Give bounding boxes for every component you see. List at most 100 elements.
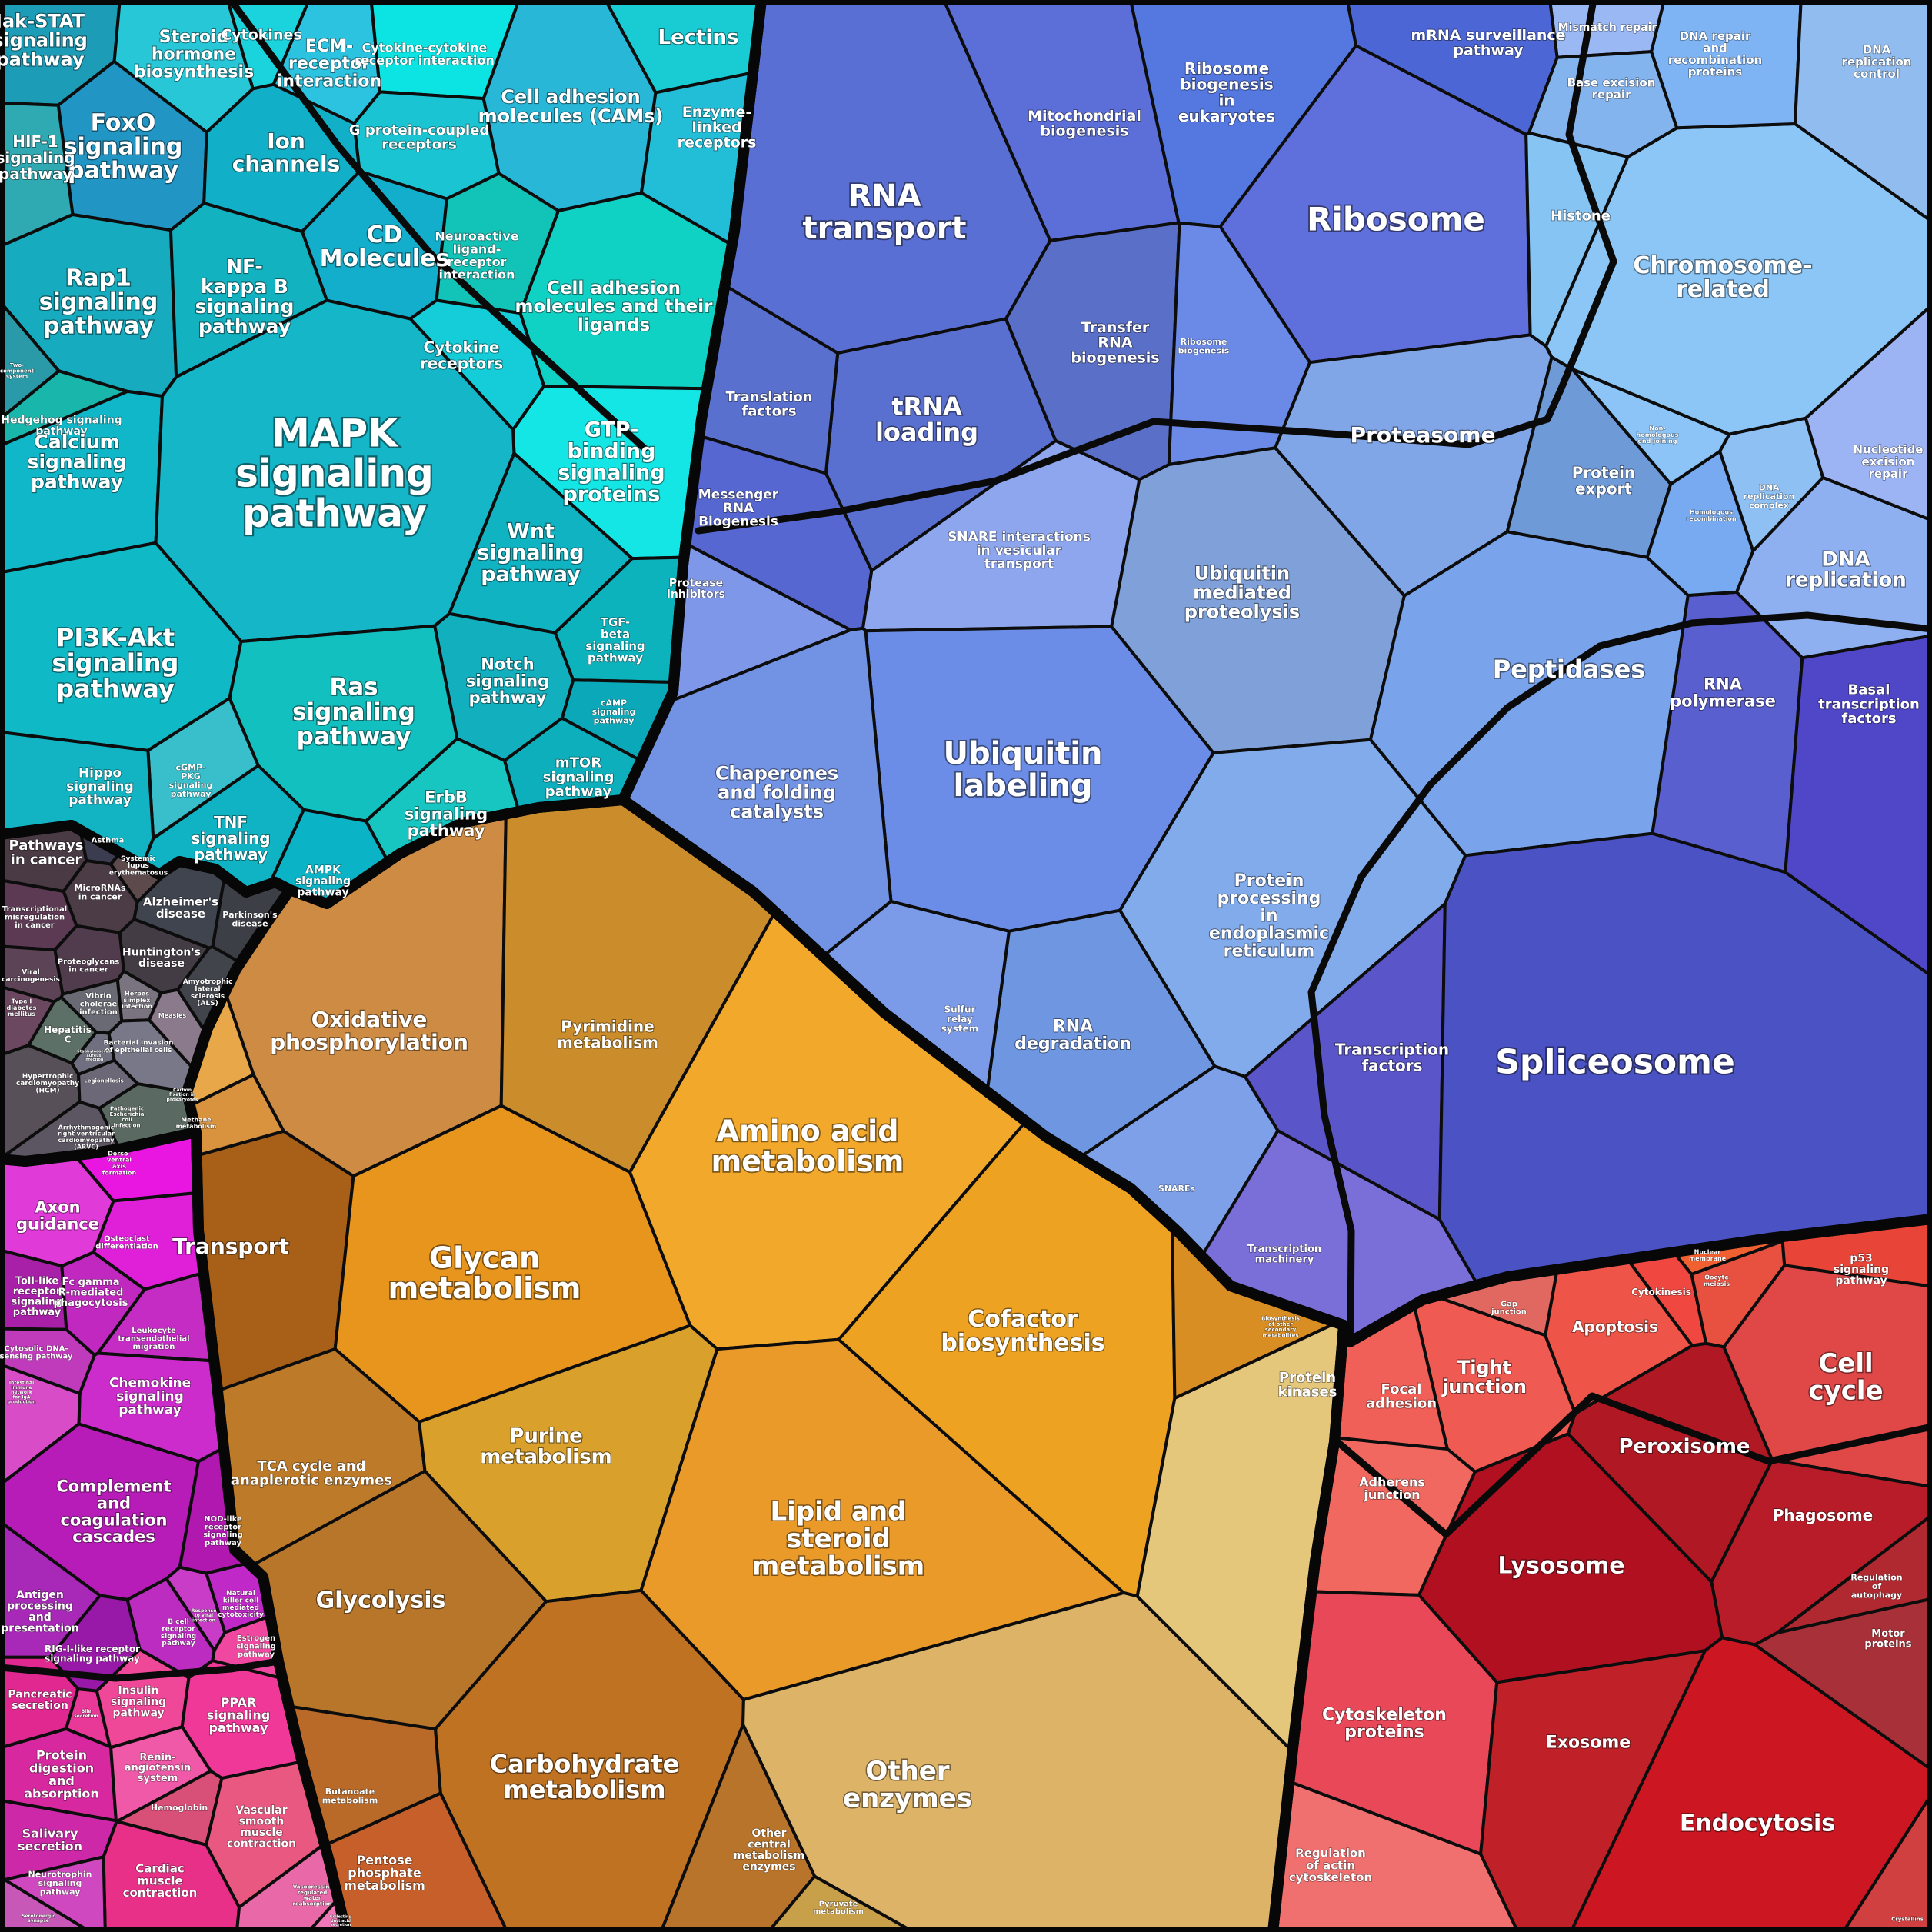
label-tnf: TNF signaling pathway bbox=[191, 813, 270, 864]
label-neurotrophin-signaling: Neurotrophin signaling pathway bbox=[28, 1869, 92, 1897]
label-chromosome-related: Chromosome-related bbox=[1633, 252, 1812, 303]
label-lipid-steroid-metabolism: Lipid and steroid metabolism bbox=[752, 1497, 924, 1582]
label-neuroactive-ligand-receptor: Neuroactive ligand-receptor interaction bbox=[435, 229, 518, 282]
cell-dna-repair-recombination[interactable] bbox=[1650, 0, 1803, 130]
label-pyrimidine-metabolism: Pyrimidine metabolism bbox=[557, 1018, 658, 1052]
label-oxidative-phosphorylation: Oxidative phosphorylation bbox=[270, 1007, 468, 1054]
label-protein-export: Protein export bbox=[1572, 464, 1635, 498]
cell-crystallins[interactable] bbox=[1841, 1791, 1932, 1932]
label-glycolysis: Glycolysis bbox=[316, 1587, 446, 1614]
label-cell-cycle: Cell cycle bbox=[1808, 1348, 1883, 1406]
label-ubiquitin-labeling: Ubiquitin labeling bbox=[944, 736, 1103, 804]
label-steroid-hormone-biosynthesis: Steroid hormone biosynthesis bbox=[134, 28, 254, 82]
spliceosome-group-divider bbox=[1307, 611, 1932, 1344]
label-other-central-metabolism: Other central metabolism enzymes bbox=[734, 1827, 804, 1874]
label-translation-factors: Translation factors bbox=[725, 389, 812, 420]
label-focal-adhesion: Focal adhesion bbox=[1366, 1381, 1437, 1412]
cell-motor-proteins[interactable] bbox=[1753, 1597, 1932, 1772]
label-purine-metabolism: Purine metabolism bbox=[480, 1425, 612, 1469]
label-pathways-in-cancer: Pathways in cancer bbox=[9, 838, 84, 868]
label-ras: Ras signaling pathway bbox=[292, 674, 415, 751]
label-tgf-beta: TGF-beta signaling pathway bbox=[585, 615, 645, 665]
label-toll-like-receptor: Toll-like receptor signaling pathway bbox=[12, 1275, 63, 1318]
label-ribosome: Ribosome bbox=[1307, 201, 1485, 238]
label-gap-junction: Gap junction bbox=[1491, 1300, 1527, 1316]
label-staphylococcus-aureus: Staphylococcus aureus infection bbox=[77, 1050, 111, 1062]
cell-serotonergic-synapse[interactable] bbox=[0, 1877, 92, 1932]
label-chemokine-signaling: Chemokine signaling pathway bbox=[109, 1375, 191, 1417]
label-transcription-machinery: Transcription machinery bbox=[1247, 1244, 1321, 1266]
label-nod-like-receptor: NOD-like receptor signaling pathway bbox=[203, 1515, 243, 1547]
cell-dna-replication-control[interactable] bbox=[1794, 0, 1932, 224]
label-cytokine-cytokine-receptor: Cytokine-cytokine receptor interaction bbox=[355, 40, 495, 68]
label-legionellosis: Legionellosis bbox=[84, 1078, 124, 1084]
label-ubiquitin-mediated-proteolysis: Ubiquitin mediated proteolysis bbox=[1184, 562, 1300, 622]
label-dna-repair-recombination: DNA repair and recombination proteins bbox=[1668, 29, 1762, 79]
label-rna-degradation: RNA degradation bbox=[1014, 1017, 1131, 1054]
label-lectins: Lectins bbox=[658, 26, 739, 49]
label-protein-kinases: Protein kinases bbox=[1278, 1370, 1337, 1401]
label-salivary-secretion: Salivary secretion bbox=[18, 1826, 82, 1854]
label-ppar-signaling: PPAR signaling pathway bbox=[207, 1695, 270, 1735]
label-cytokinesis: Cytokinesis bbox=[1631, 1287, 1691, 1297]
label-gtp-binding-proteins: GTP-binding signaling proteins bbox=[558, 418, 665, 506]
label-rap1: Rap1 signaling pathway bbox=[39, 265, 158, 339]
label-huntingtons: Huntington's disease bbox=[122, 947, 201, 971]
label-transport: Transport bbox=[172, 1234, 289, 1259]
label-cytosolic-dna-sensing: Cytosolic DNA-sensing pathway bbox=[0, 1344, 73, 1361]
label-crystallins: Crystallins bbox=[1891, 1916, 1924, 1922]
label-hippo: Hippo signaling pathway bbox=[66, 765, 134, 808]
label-rna-transport: RNA transport bbox=[802, 178, 966, 246]
label-dna-replication: DNA replication bbox=[1785, 548, 1907, 592]
label-dna-replication-control: DNA replication control bbox=[1842, 43, 1912, 81]
label-cell-adhesion-ligands: Cell adhesion molecules and their ligands bbox=[515, 278, 714, 335]
label-mitochondrial-biogenesis: Mitochondrial biogenesis bbox=[1028, 108, 1141, 140]
label-bacterial-invasion: Bacterial invasion of epithelial cells bbox=[104, 1039, 174, 1054]
label-basal-transcription-factors: Basal transcription factors bbox=[1818, 682, 1920, 727]
label-mrna-surveillance: mRNA surveillance pathway bbox=[1411, 27, 1565, 59]
label-measles: Measles bbox=[158, 1012, 187, 1019]
label-peroxisome: Peroxisome bbox=[1618, 1435, 1750, 1458]
label-carbohydrate-metabolism: Carbohydrate metabolism bbox=[490, 1750, 680, 1804]
label-glycan-metabolism: Glycan metabolism bbox=[388, 1241, 581, 1306]
label-nk-cell-cytotoxicity: Natural killer cell mediated cytotoxicity bbox=[218, 1590, 264, 1619]
region-outline-cellular-processes-organelles bbox=[1267, 1214, 1932, 1932]
label-motor-proteins: Motor proteins bbox=[1864, 1628, 1911, 1651]
label-axon-guidance: Axon guidance bbox=[16, 1198, 99, 1233]
label-enzyme-linked-receptors: Enzyme-linked receptors bbox=[678, 104, 757, 152]
label-non-homologous-end-joining: Non-homologous end-joining bbox=[1637, 425, 1679, 445]
label-estrogen-signaling: Estrogen signaling pathway bbox=[236, 1634, 276, 1659]
label-cofactor-biosynthesis: Cofactor biosynthesis bbox=[941, 1306, 1104, 1357]
label-leukocyte-migration: Leukocyte transendothelial migration bbox=[118, 1327, 189, 1351]
signaling-receptor-divider bbox=[227, 0, 648, 452]
label-ribosome-biogenesis: Ribosome biogenesis bbox=[1178, 337, 1230, 355]
label-other-enzymes: Other enzymes bbox=[843, 1756, 972, 1814]
label-mismatch-repair: Mismatch repair bbox=[1558, 22, 1657, 34]
label-snare-interactions: SNARE interactions in vesicular transport bbox=[948, 529, 1091, 571]
label-trna-loading: tRNA loading bbox=[875, 392, 978, 447]
label-herpes-simplex: Herpes simplex infection bbox=[122, 990, 152, 1010]
label-renin-angiotensin: Renin-angiotensin system bbox=[125, 1752, 191, 1784]
label-vasopressin-water-reabsorption: Vasopressin-regulated water reabsorption bbox=[293, 1884, 332, 1907]
label-transcription-factors: Transcription factors bbox=[1335, 1041, 1449, 1075]
label-cell-adhesion-molecules-cams: Cell adhesion molecules (CAMs) bbox=[478, 86, 664, 127]
label-spliceosome: Spliceosome bbox=[1495, 1042, 1735, 1081]
label-two-component-system: Two-component system bbox=[0, 362, 35, 380]
label-cytokine-receptors: Cytokine receptors bbox=[420, 338, 503, 373]
label-parkinsons: Parkinson's disease bbox=[222, 910, 278, 928]
label-arvc: Arrhythmogenic right ventricular cardiomyo… bbox=[58, 1124, 115, 1150]
label-cytokines: Cytokines bbox=[221, 27, 301, 44]
immune-secretion-divider bbox=[0, 1657, 282, 1682]
cell-two-component-system[interactable] bbox=[0, 300, 61, 421]
label-base-excision-repair: Base excision repair bbox=[1567, 75, 1656, 102]
label-butanoate-metabolism: Butanoate metabolism bbox=[322, 1787, 378, 1805]
cell-pyruvate-metabolism[interactable] bbox=[766, 1874, 915, 1932]
label-cgmp-pkg: cGMP-PKG signaling pathway bbox=[169, 763, 213, 799]
chromosome-group-divider bbox=[1544, 0, 1617, 423]
label-als: Amyotrophic lateral sclerosis (ALS) bbox=[183, 978, 233, 1008]
label-ion-channels: Ion channels bbox=[232, 128, 341, 176]
label-histone: Histone bbox=[1551, 208, 1611, 224]
label-pyruvate-metabolism: Pyruvate metabolism bbox=[813, 1900, 864, 1916]
